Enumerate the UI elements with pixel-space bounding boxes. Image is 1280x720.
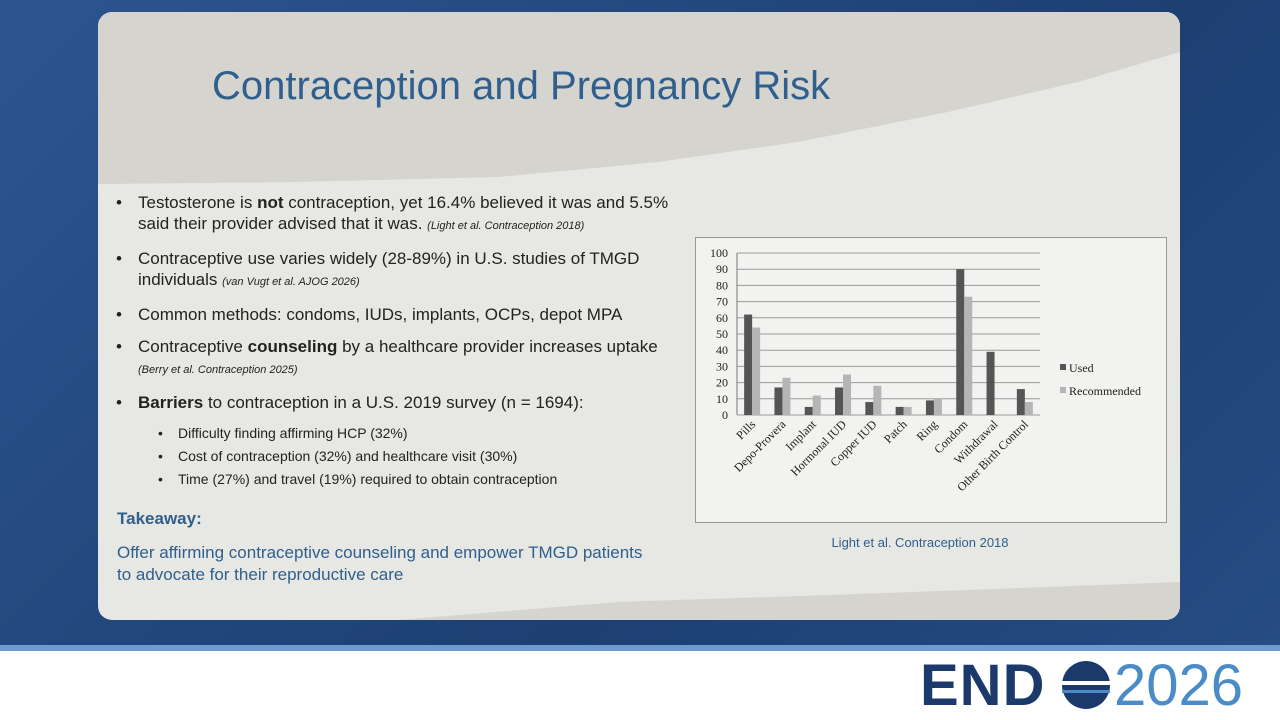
chart: 0102030405060708090100PillsDepo-ProveraI… — [695, 237, 1167, 523]
bar — [1016, 389, 1025, 415]
bar — [782, 377, 791, 415]
y-tick-label: 20 — [716, 376, 728, 390]
chart-frame — [695, 237, 1167, 523]
sub-bullet: Time (27%) and travel (19%) required to … — [116, 470, 676, 488]
bar — [986, 351, 995, 415]
takeaway-heading: Takeaway: — [117, 509, 202, 528]
bar — [925, 400, 934, 415]
y-tick-label: 80 — [716, 278, 728, 292]
bullet: Barriers to contraception in a U.S. 2019… — [116, 392, 676, 413]
bullet-text: to contraception in a U.S. 2019 survey (… — [203, 393, 584, 412]
bar — [964, 296, 973, 415]
y-tick-label: 0 — [722, 408, 728, 422]
bullet-text: not — [257, 193, 284, 212]
bullet-text: counseling — [247, 337, 338, 356]
legend-swatch — [1060, 364, 1066, 370]
globe-band — [1062, 681, 1110, 685]
y-tick-label: 40 — [716, 343, 728, 357]
bar — [804, 406, 813, 415]
citation: (Light et al. Contraception 2018) — [427, 220, 585, 232]
bullet: Contraceptive use varies widely (28-89%)… — [116, 248, 676, 293]
y-tick-label: 70 — [716, 295, 728, 309]
globe-band — [1062, 690, 1110, 693]
torn-top — [98, 12, 1180, 184]
sub-bullet: Cost of contraception (32%) and healthca… — [116, 447, 676, 465]
y-tick-label: 100 — [710, 246, 728, 260]
torn-paper — [98, 12, 1180, 620]
sub-bullet: Difficulty finding affirming HCP (32%) — [116, 424, 676, 442]
y-tick-label: 90 — [716, 262, 728, 276]
y-tick-label: 50 — [716, 327, 728, 341]
chart-caption: Light et al. Contraception 2018 — [831, 535, 1009, 550]
torn-bottom — [398, 582, 1180, 620]
bar — [774, 387, 783, 415]
bullet-list: Testosterone is not contraception, yet 1… — [116, 192, 676, 493]
legend-label: Used — [1069, 361, 1094, 375]
bar — [1024, 402, 1033, 415]
logo-left: END — [920, 653, 1046, 718]
bar — [956, 269, 965, 415]
bar — [903, 406, 912, 415]
bar — [835, 387, 844, 415]
bullet-text: Contraceptive use varies widely (28-89%)… — [138, 249, 640, 289]
legend-swatch — [1060, 387, 1066, 393]
bar — [752, 327, 761, 415]
bar — [933, 398, 942, 415]
bullet-text: Common methods: condoms, IUDs, implants,… — [138, 305, 623, 324]
logo-right: 2026 — [1114, 653, 1244, 718]
bar — [873, 385, 882, 415]
bar — [865, 402, 874, 415]
bullet-text: contraception, yet 16.4% believed it was… — [138, 193, 669, 233]
bar — [812, 395, 821, 415]
y-tick-label: 30 — [716, 359, 728, 373]
bullet-text: Contraceptive — [138, 337, 248, 356]
y-tick-label: 10 — [716, 392, 728, 406]
bullet-text: by a healthcare provider increases uptak… — [337, 337, 658, 356]
bar — [843, 374, 852, 415]
bullet: Common methods: condoms, IUDs, implants,… — [116, 304, 676, 325]
bullet: Contraceptive counseling by a healthcare… — [116, 336, 676, 381]
bar — [895, 406, 904, 415]
slide-title: Contraception and Pregnancy Risk — [212, 64, 831, 108]
legend-label: Recommended — [1069, 384, 1141, 398]
y-tick-label: 60 — [716, 311, 728, 325]
bullet-text: Testosterone is — [138, 193, 258, 212]
logo-globe — [1062, 661, 1110, 709]
bar — [744, 314, 753, 415]
bullet: Testosterone is not contraception, yet 1… — [116, 192, 676, 237]
citation: (Berry et al. Contraception 2025) — [138, 364, 298, 376]
citation: (van Vugt et al. AJOG 2026) — [222, 276, 360, 288]
bullet-text: Barriers — [138, 393, 204, 412]
takeaway-text: Offer affirming contraceptive counseling… — [117, 543, 643, 584]
